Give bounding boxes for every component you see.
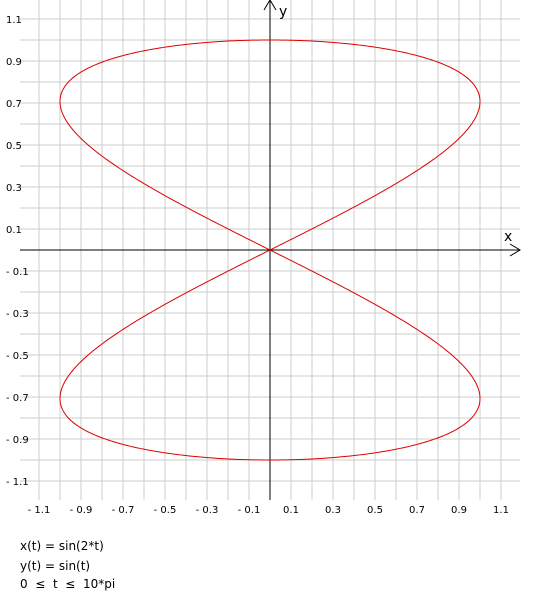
x-tick-label: 0.9 (451, 505, 467, 516)
x-tick-label: - 0.9 (70, 505, 93, 516)
y-tick-label: - 1.1 (6, 477, 29, 488)
equation-y: y(t) = sin(t) (20, 559, 91, 573)
y-tick-label: - 0.3 (6, 309, 29, 320)
plot-area: x y - 1.1 - 0.9 - 0.7 - 0.5 - 0.3 - 0.1 0.1 0.3… (6, 0, 521, 516)
x-tick-label: - 0.1 (238, 505, 261, 516)
y-tick-label: - 0.5 (6, 351, 29, 362)
x-tick-label: 0.5 (367, 505, 383, 516)
tick-labels: - 1.1 - 0.9 - 0.7 - 0.5 - 0.3 - 0.1 0.1 0.3 0.5 0… (6, 15, 509, 516)
x-tick-label: - 1.1 (28, 505, 51, 516)
x-axis-label: x (504, 229, 512, 245)
y-tick-label: - 0.7 (6, 393, 29, 404)
y-tick-label: - 0.1 (6, 267, 29, 278)
y-tick-label: 0.1 (6, 225, 22, 236)
x-tick-label: - 0.7 (112, 505, 135, 516)
y-axis-arrow (263, 0, 277, 11)
y-tick-label: 0.9 (6, 57, 22, 68)
x-tick-label: 0.7 (409, 505, 425, 516)
parameter-range: 0 ≤ t ≤ 10*pi (20, 577, 116, 591)
x-tick-label: - 0.5 (154, 505, 177, 516)
curve-series (59, 39, 481, 461)
y-tick-label: 0.3 (6, 183, 22, 194)
y-axis-label: y (279, 4, 287, 20)
x-axis-arrow (509, 243, 521, 257)
x-tick-label: - 0.3 (196, 505, 219, 516)
y-tick-label: 1.1 (6, 15, 22, 26)
equation-x: x(t) = sin(2*t) (20, 539, 104, 553)
y-tick-label: - 0.9 (6, 435, 29, 446)
y-tick-label: 0.7 (6, 99, 22, 110)
x-tick-label: 0.1 (283, 505, 299, 516)
x-tick-label: 1.1 (493, 505, 509, 516)
y-tick-label: 0.5 (6, 141, 22, 152)
x-tick-label: 0.3 (325, 505, 341, 516)
